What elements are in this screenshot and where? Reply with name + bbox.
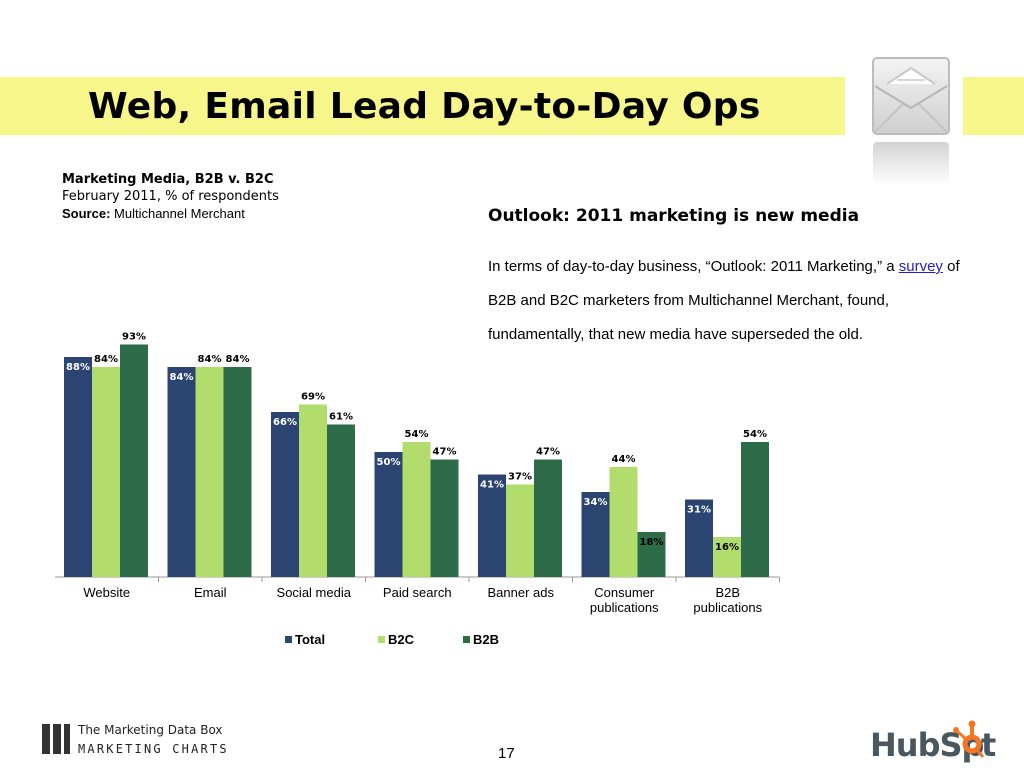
- data-label: 31%: [687, 505, 711, 516]
- x-tick-label: publications: [693, 600, 762, 615]
- x-tick-label: Email: [194, 585, 227, 600]
- x-tick-label: Paid search: [383, 585, 452, 600]
- logo-bar-1: [42, 724, 50, 754]
- bar-b2c: [713, 537, 741, 577]
- x-tick-label: B2B: [715, 585, 740, 600]
- data-label: 16%: [715, 542, 739, 553]
- page-number: 17: [498, 745, 515, 762]
- bar-total: [581, 492, 610, 577]
- bar-total: [374, 452, 403, 577]
- chart-subtitle: February 2011, % of respondents: [62, 189, 279, 204]
- bar-total: [64, 357, 92, 577]
- logo-line-2: MARKETING CHARTS: [78, 742, 229, 756]
- source-value: Multichannel Merchant: [110, 206, 245, 221]
- data-label: 37%: [508, 472, 532, 483]
- legend-label: B2C: [388, 632, 415, 647]
- outlook-heading: Outlook: 2011 marketing is new media: [488, 206, 860, 226]
- data-label: 47%: [536, 447, 560, 458]
- bar-total: [167, 367, 196, 577]
- legend-swatch: [378, 636, 385, 643]
- title-band: [0, 77, 845, 135]
- legend-swatch: [285, 636, 292, 643]
- x-tick-label: Consumer: [594, 585, 655, 600]
- data-label: 84%: [226, 354, 250, 365]
- data-label: 93%: [122, 332, 146, 343]
- envelope-icon: [872, 57, 950, 186]
- outlook-text-before: In terms of day-to-day business, “Outloo…: [488, 258, 899, 275]
- x-tick-label: Banner ads: [488, 585, 555, 600]
- data-label: 61%: [329, 412, 353, 423]
- data-label: 84%: [94, 354, 118, 365]
- data-label: 84%: [170, 372, 194, 383]
- outlook-text-after: of B2B and B2C marketers from Multichann…: [488, 258, 960, 343]
- hubspot-sprocket-icon: [953, 720, 985, 758]
- survey-link[interactable]: survey: [898, 258, 943, 275]
- bar-b2b: [120, 344, 148, 577]
- bar-b2c: [402, 442, 431, 577]
- bar-b2c: [609, 467, 638, 577]
- legend-label: Total: [295, 632, 325, 647]
- data-label: 66%: [273, 417, 297, 428]
- chart-title: Marketing Media, B2B v. B2C: [62, 172, 274, 187]
- bar-total: [478, 474, 506, 577]
- bar-total: [271, 412, 299, 577]
- bar-b2c: [195, 367, 224, 577]
- bar-b2b: [637, 532, 666, 577]
- bar-b2b: [223, 367, 252, 577]
- bar-b2b: [741, 442, 769, 577]
- bar-b2b: [534, 459, 562, 577]
- data-label: 41%: [480, 480, 504, 491]
- chart-source: Source: Multichannel Merchant: [62, 205, 392, 222]
- hubspot-text-right: t: [981, 726, 996, 764]
- source-label: Source:: [62, 206, 111, 221]
- data-label: 47%: [433, 447, 457, 458]
- x-tick-label: Website: [83, 585, 130, 600]
- hubspot-logo: HubSp t: [870, 720, 996, 764]
- data-label: 54%: [405, 429, 429, 440]
- slide-title: Web, Email Lead Day-to-Day Ops: [88, 86, 761, 127]
- title-band-right: [963, 77, 1024, 135]
- bar-b2b: [327, 424, 355, 577]
- bar-b2c: [92, 367, 120, 577]
- data-label: 84%: [198, 354, 222, 365]
- data-label: 18%: [640, 537, 664, 548]
- data-label: 44%: [612, 454, 636, 465]
- marketing-charts-logo: The Marketing Data Box MARKETING CHARTS: [42, 723, 229, 756]
- data-label: 34%: [584, 497, 608, 508]
- data-label: 50%: [377, 457, 401, 468]
- data-label: 69%: [301, 392, 325, 403]
- bar-b2b: [430, 459, 459, 577]
- x-tick-label: publications: [590, 600, 659, 615]
- logo-bar-2: [53, 724, 61, 754]
- logo-bar-3: [64, 724, 70, 754]
- logo-line-1: The Marketing Data Box: [77, 723, 223, 737]
- bar-b2c: [299, 404, 327, 577]
- legend-label: B2B: [473, 632, 499, 647]
- data-label: 54%: [743, 429, 767, 440]
- data-label: 88%: [66, 362, 90, 373]
- x-tick-label: Social media: [277, 585, 352, 600]
- bar-total: [685, 499, 713, 577]
- legend-swatch: [463, 636, 470, 643]
- bar-b2c: [506, 484, 534, 577]
- outlook-paragraph: In terms of day-to-day business, “Outloo…: [488, 250, 988, 352]
- chart-header: Marketing Media, B2B v. B2C February 201…: [62, 171, 392, 222]
